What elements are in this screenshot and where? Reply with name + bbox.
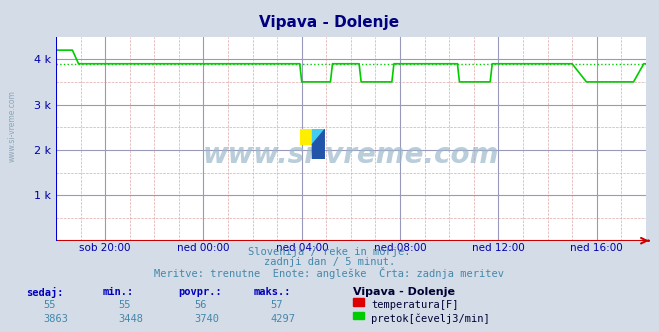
Polygon shape	[300, 129, 312, 144]
Text: Vipava - Dolenje: Vipava - Dolenje	[353, 287, 455, 297]
Text: maks.:: maks.:	[254, 287, 291, 297]
Text: 4297: 4297	[270, 314, 295, 324]
Text: 56: 56	[194, 300, 207, 310]
Text: 3448: 3448	[119, 314, 144, 324]
Text: www.si-vreme.com: www.si-vreme.com	[203, 141, 499, 169]
Polygon shape	[312, 129, 325, 144]
Text: Meritve: trenutne  Enote: angleške  Črta: zadnja meritev: Meritve: trenutne Enote: angleške Črta: …	[154, 267, 505, 279]
Text: Vipava - Dolenje: Vipava - Dolenje	[260, 15, 399, 30]
Text: pretok[čevelj3/min]: pretok[čevelj3/min]	[371, 314, 490, 324]
Text: Slovenija / reke in morje.: Slovenija / reke in morje.	[248, 247, 411, 257]
Text: 3740: 3740	[194, 314, 219, 324]
Text: min.:: min.:	[102, 287, 133, 297]
Text: 55: 55	[119, 300, 131, 310]
Text: temperatura[F]: temperatura[F]	[371, 300, 459, 310]
Text: zadnji dan / 5 minut.: zadnji dan / 5 minut.	[264, 257, 395, 267]
Text: 3863: 3863	[43, 314, 68, 324]
Text: sedaj:: sedaj:	[26, 287, 64, 298]
Text: 55: 55	[43, 300, 55, 310]
Text: 57: 57	[270, 300, 283, 310]
Text: povpr.:: povpr.:	[178, 287, 221, 297]
Polygon shape	[312, 129, 325, 159]
Text: www.si-vreme.com: www.si-vreme.com	[8, 90, 17, 162]
